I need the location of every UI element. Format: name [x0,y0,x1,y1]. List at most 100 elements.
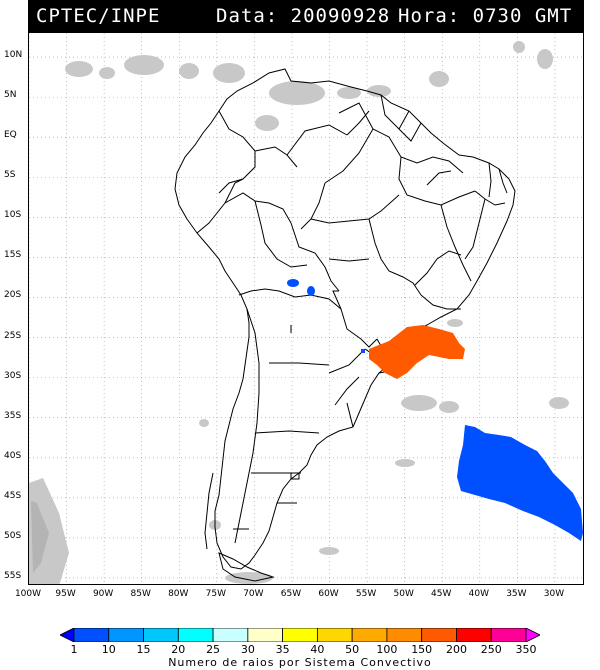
map-frame [28,32,584,585]
province-border [254,430,320,434]
cloud-patch [65,61,93,77]
cloud-patch [31,501,49,573]
cloud-patch [549,397,569,409]
lat-tick-label: 45S [4,490,22,501]
colorbar-segment [247,628,284,642]
colorbar-segment [456,628,492,642]
colorbar-segment [212,628,249,642]
colorbar-tick-label: 35 [275,643,290,656]
convective-system-orange [369,325,465,379]
lon-tick-label: 85W [130,589,151,599]
lon-tick-label: 50W [393,589,414,599]
colorbar-segment [316,628,353,642]
border [238,288,342,310]
date-label: Data: 20090928 [216,5,391,27]
south-america-outline [174,68,516,582]
province-border [269,362,330,366]
colorbar-tick-label: 30 [240,643,255,656]
border [254,200,308,268]
state-border [426,170,452,186]
state-border [234,308,260,544]
colorbar-tick-label: 10 [101,643,116,656]
colorbar-tick-label: 20 [171,643,186,656]
cloud-patch [225,572,273,584]
state-border [368,218,422,296]
source-label: CPTEC/INPE [36,5,161,27]
colorbar-tick-label: 50 [345,643,360,656]
colorbar-tick-label: 100 [376,643,398,656]
border [254,146,298,168]
colorbar-tick-label: 25 [206,643,221,656]
state-border [498,168,508,194]
cloud-patch [447,319,463,327]
cloud-patch [429,71,449,87]
border [290,222,340,292]
state-border [300,182,326,230]
cloud-patch [255,115,279,131]
colorbar-tick-label: 250 [480,643,502,656]
state-border [310,194,400,224]
province-border [346,402,354,428]
colorbar-segment [351,628,388,642]
lon-tick-label: 75W [205,589,227,599]
border [224,178,244,204]
colorbar-segment [386,628,423,642]
colorbar-tick-label: 150 [411,643,433,656]
colorbar-segment [490,628,527,642]
lat-tick-label: 25S [4,330,22,341]
border [218,110,256,194]
cloud-patch [439,401,459,413]
colorbar-arrow-right [525,628,540,642]
cloud-patch [367,85,391,97]
colorbar-title: Numero de raios por Sistema Convectivo [168,656,432,669]
lon-tick-label: 40W [468,589,489,599]
lat-tick-label: 30S [4,370,22,381]
state-border [440,204,472,282]
convective-system-blue [457,425,583,541]
border [328,348,366,374]
border [380,94,410,130]
cloud-patch [401,395,437,411]
lon-tick-label: 35W [506,589,527,599]
lon-tick-label: 70W [243,589,264,599]
lakes [287,279,315,296]
lat-tick-label: 15S [4,250,22,261]
state-border [464,198,486,260]
state-border [398,156,476,206]
lat-tick-label: 10N [4,50,23,61]
lon-tick-label: 90W [92,589,114,599]
lon-tick-label: 60W [318,589,339,599]
lat-tick-label: 10S [4,210,22,221]
chiloe-coast [204,472,214,550]
colorbar-tick-label: 200 [445,643,467,656]
border [332,290,342,310]
cloud-patch [395,459,415,467]
lon-tick-label: 100W [14,589,42,599]
lat-tick-label: EQ [4,130,17,141]
lat-tick-label: 55S [4,570,22,581]
cloud-patch [99,67,115,79]
border [340,308,378,348]
convective-system-blue [361,349,365,353]
state-border [328,258,370,262]
border [286,124,348,156]
lat-tick-label: 50S [4,530,22,541]
state-border [324,128,374,184]
cloud-patch [124,55,164,75]
cloud-patch [537,49,553,69]
time-label: Hora: 0730 GMT [398,5,573,27]
colorbar-segment [421,628,457,642]
convective-systems [361,325,583,541]
lon-tick-label: 55W [355,589,377,599]
lon-tick-label: 30W [543,589,565,599]
cloud-patch [513,41,525,53]
state-border [488,162,492,198]
cloud-patch [337,87,361,99]
cloud-cover [29,41,569,584]
lon-tick-label: 95W [55,589,76,599]
cloud-patch [213,63,245,83]
coastline [174,68,516,570]
tierra-del-fuego [218,552,275,582]
state-border [474,190,506,206]
colorbar-segment [282,628,318,642]
